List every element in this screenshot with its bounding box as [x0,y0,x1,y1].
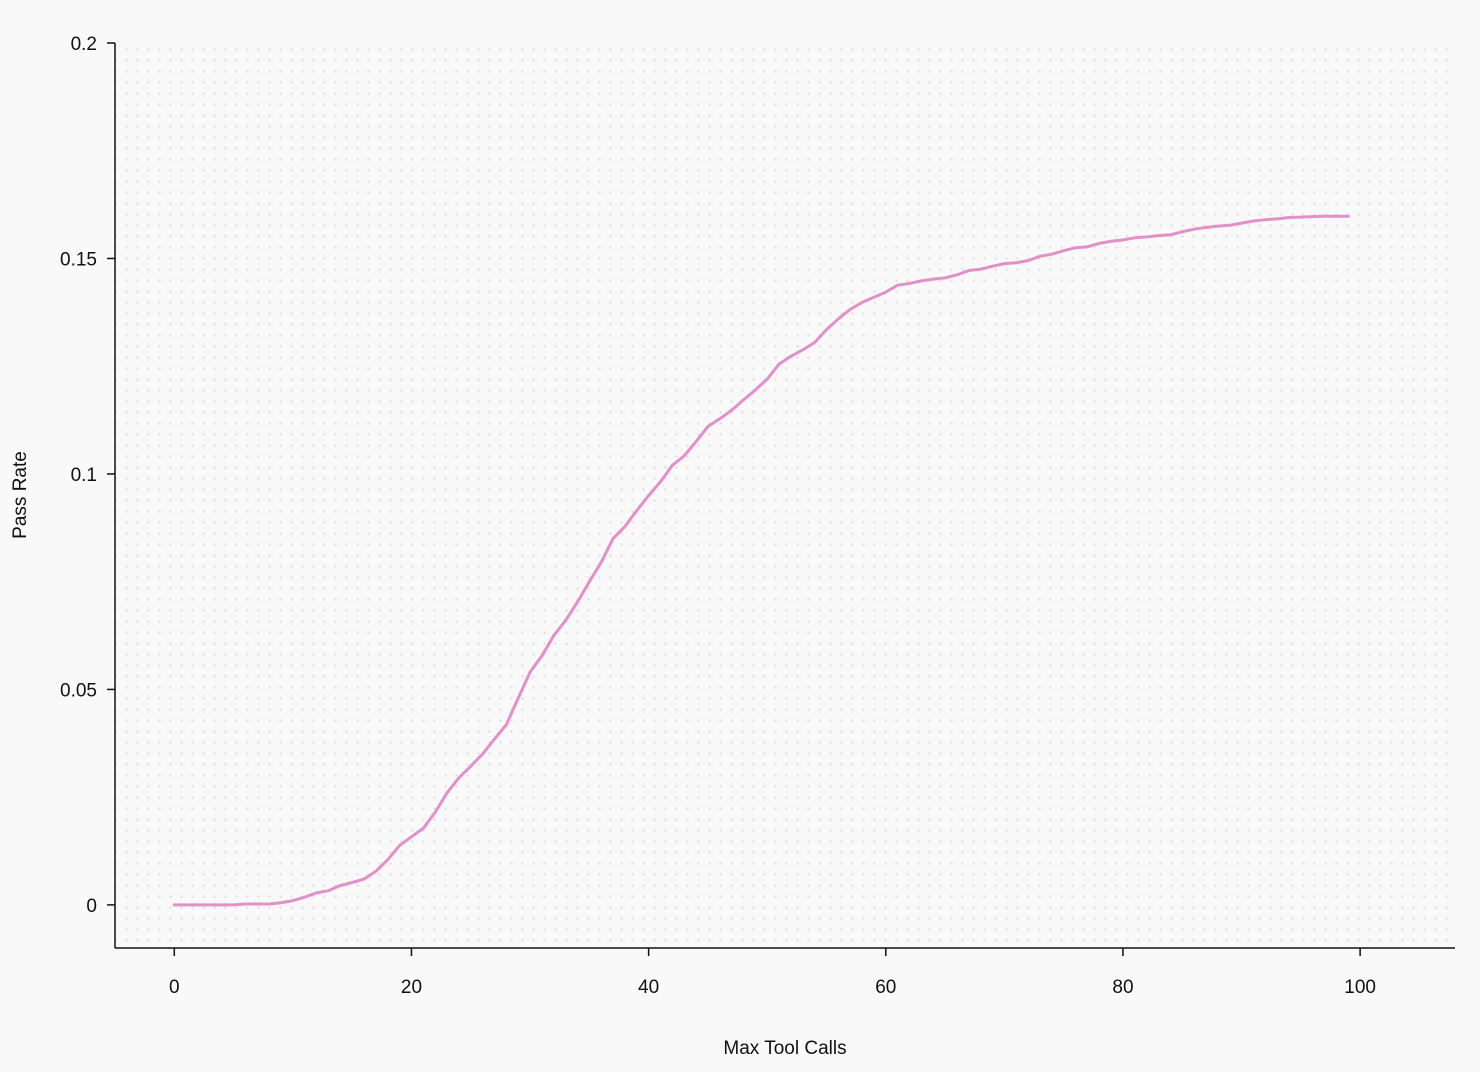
y-axis: 0 0.05 0.1 0.15 0.2 [60,34,116,948]
y-tick-label: 0.2 [71,34,97,55]
x-tick-label: 80 [1112,977,1133,998]
x-tick-label: 60 [875,977,896,998]
x-tick-label: 0 [169,977,180,998]
x-axis: 0 20 40 60 80 100 [115,947,1455,998]
x-tick-label: 100 [1344,977,1376,998]
series-line-0 [172,214,1350,907]
x-tick-label: 40 [638,977,659,998]
x-axis-title: Max Tool Calls [723,1038,846,1059]
y-tick-label: 0.1 [71,465,97,486]
y-tick-label: 0.15 [60,249,97,270]
y-axis-title: Pass Rate [10,451,31,539]
x-tick-label: 20 [401,977,422,998]
y-tick-label: 0.05 [60,680,97,701]
plot-background [115,43,1455,948]
series-layer [172,214,1350,907]
y-tick-label: 0 [86,896,97,917]
